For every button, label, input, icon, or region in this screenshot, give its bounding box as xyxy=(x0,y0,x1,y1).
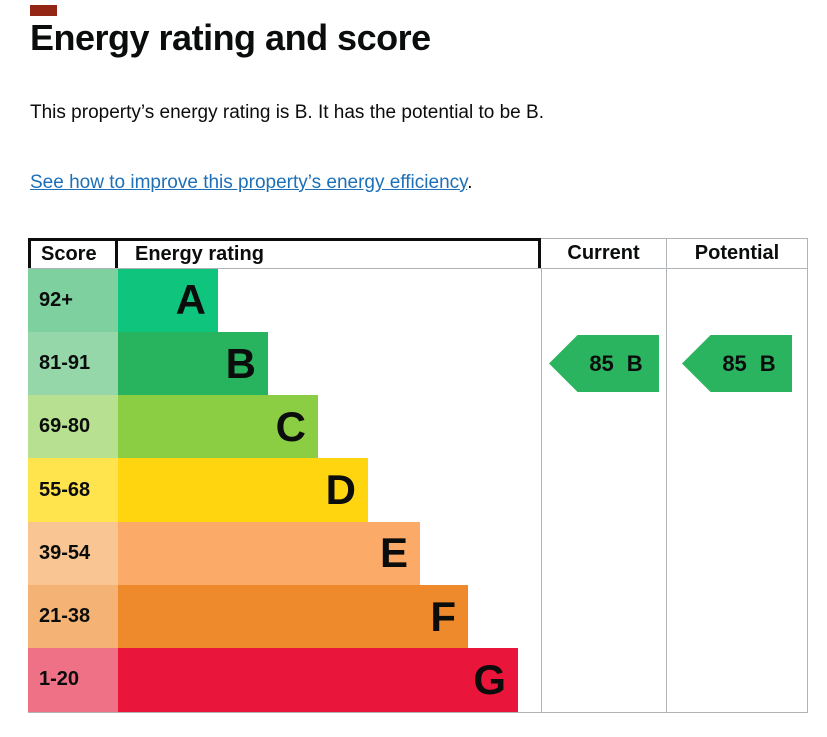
potential-cell-c xyxy=(666,395,808,459)
page-title: Energy rating and score xyxy=(30,17,431,58)
potential-column-header: Potential xyxy=(666,237,808,268)
rating-bar-cell-b: B xyxy=(118,331,541,396)
current-cell-e xyxy=(541,521,666,586)
potential-arrow-score: 85 xyxy=(722,350,747,376)
potential-rating-arrow: 85 B xyxy=(682,335,792,392)
current-cell-g xyxy=(541,648,666,712)
score-range-e: 39-54 xyxy=(28,521,118,586)
energy-rating-column-header: Energy rating xyxy=(118,237,541,268)
current-cell-b: 85 B xyxy=(541,331,666,396)
current-cell-a xyxy=(541,268,666,332)
score-range-g: 1-20 xyxy=(28,648,118,712)
score-range-d: 55-68 xyxy=(28,458,118,522)
current-cell-c xyxy=(541,395,666,459)
potential-cell-d xyxy=(666,458,808,522)
rating-bar-d: D xyxy=(118,458,368,522)
rating-bar-g: G xyxy=(118,648,518,712)
current-rating-arrow: 85 B xyxy=(549,335,659,392)
rating-letter-a: A xyxy=(175,276,206,324)
rating-bar-b: B xyxy=(118,331,268,396)
epc-row-b: 81-91 B 85 B 85 B xyxy=(28,331,808,396)
score-column-header: Score xyxy=(28,237,118,268)
summary-text: This property’s energy rating is B. It h… xyxy=(30,102,544,124)
rating-bar-a: A xyxy=(118,268,218,332)
potential-cell-b: 85 B xyxy=(666,331,808,396)
epc-row-f: 21-38 F xyxy=(28,585,808,649)
current-arrow-score: 85 xyxy=(589,350,614,376)
score-range-f: 21-38 xyxy=(28,585,118,649)
rating-bar-e: E xyxy=(118,521,420,586)
rating-bar-cell-e: E xyxy=(118,521,541,586)
energy-rating-chart: Score Energy rating Current Potential 92… xyxy=(28,237,808,713)
epc-row-d: 55-68 D xyxy=(28,458,808,522)
page-content: Energy rating and score This property’s … xyxy=(28,0,810,713)
potential-cell-g xyxy=(666,648,808,712)
rating-letter-b: B xyxy=(225,339,256,387)
rating-letter-f: F xyxy=(430,592,456,640)
epc-header-row: Score Energy rating Current Potential xyxy=(28,237,808,269)
rating-letter-d: D xyxy=(325,466,356,514)
potential-cell-e xyxy=(666,521,808,586)
improve-link-line: See how to improve this property’s energ… xyxy=(30,171,810,196)
score-range-b: 81-91 xyxy=(28,331,118,396)
rating-letter-g: G xyxy=(473,655,506,703)
rating-bar-cell-f: F xyxy=(118,585,541,649)
rating-bar-cell-d: D xyxy=(118,458,541,522)
potential-cell-a xyxy=(666,268,808,332)
rating-letter-c: C xyxy=(275,402,306,450)
rating-letter-e: E xyxy=(379,529,408,577)
score-range-a: 92+ xyxy=(28,268,118,332)
epc-row-a: 92+ A xyxy=(28,268,808,332)
epc-rows: 92+ A 81-91 B 85 B 85 B 69-80 C 55-68 D 39-54 E 21-38 F… xyxy=(28,268,808,713)
rating-bar-f: F xyxy=(118,585,468,649)
potential-arrow-band: B xyxy=(759,350,776,376)
potential-cell-f xyxy=(666,585,808,649)
link-period: . xyxy=(467,171,473,193)
rating-bar-cell-a: A xyxy=(118,268,541,332)
rating-bar-cell-c: C xyxy=(118,395,541,459)
rating-bar-c: C xyxy=(118,395,318,459)
epc-row-e: 39-54 E xyxy=(28,521,808,586)
current-arrow-band: B xyxy=(626,350,643,376)
current-column-header: Current xyxy=(541,237,666,268)
current-cell-f xyxy=(541,585,666,649)
improve-efficiency-link[interactable]: See how to improve this property’s energ… xyxy=(30,171,468,193)
epc-row-g: 1-20 G xyxy=(28,648,808,712)
red-marker xyxy=(30,5,57,16)
rating-bar-cell-g: G xyxy=(118,648,541,712)
epc-row-c: 69-80 C xyxy=(28,395,808,459)
current-cell-d xyxy=(541,458,666,522)
score-range-c: 69-80 xyxy=(28,395,118,459)
